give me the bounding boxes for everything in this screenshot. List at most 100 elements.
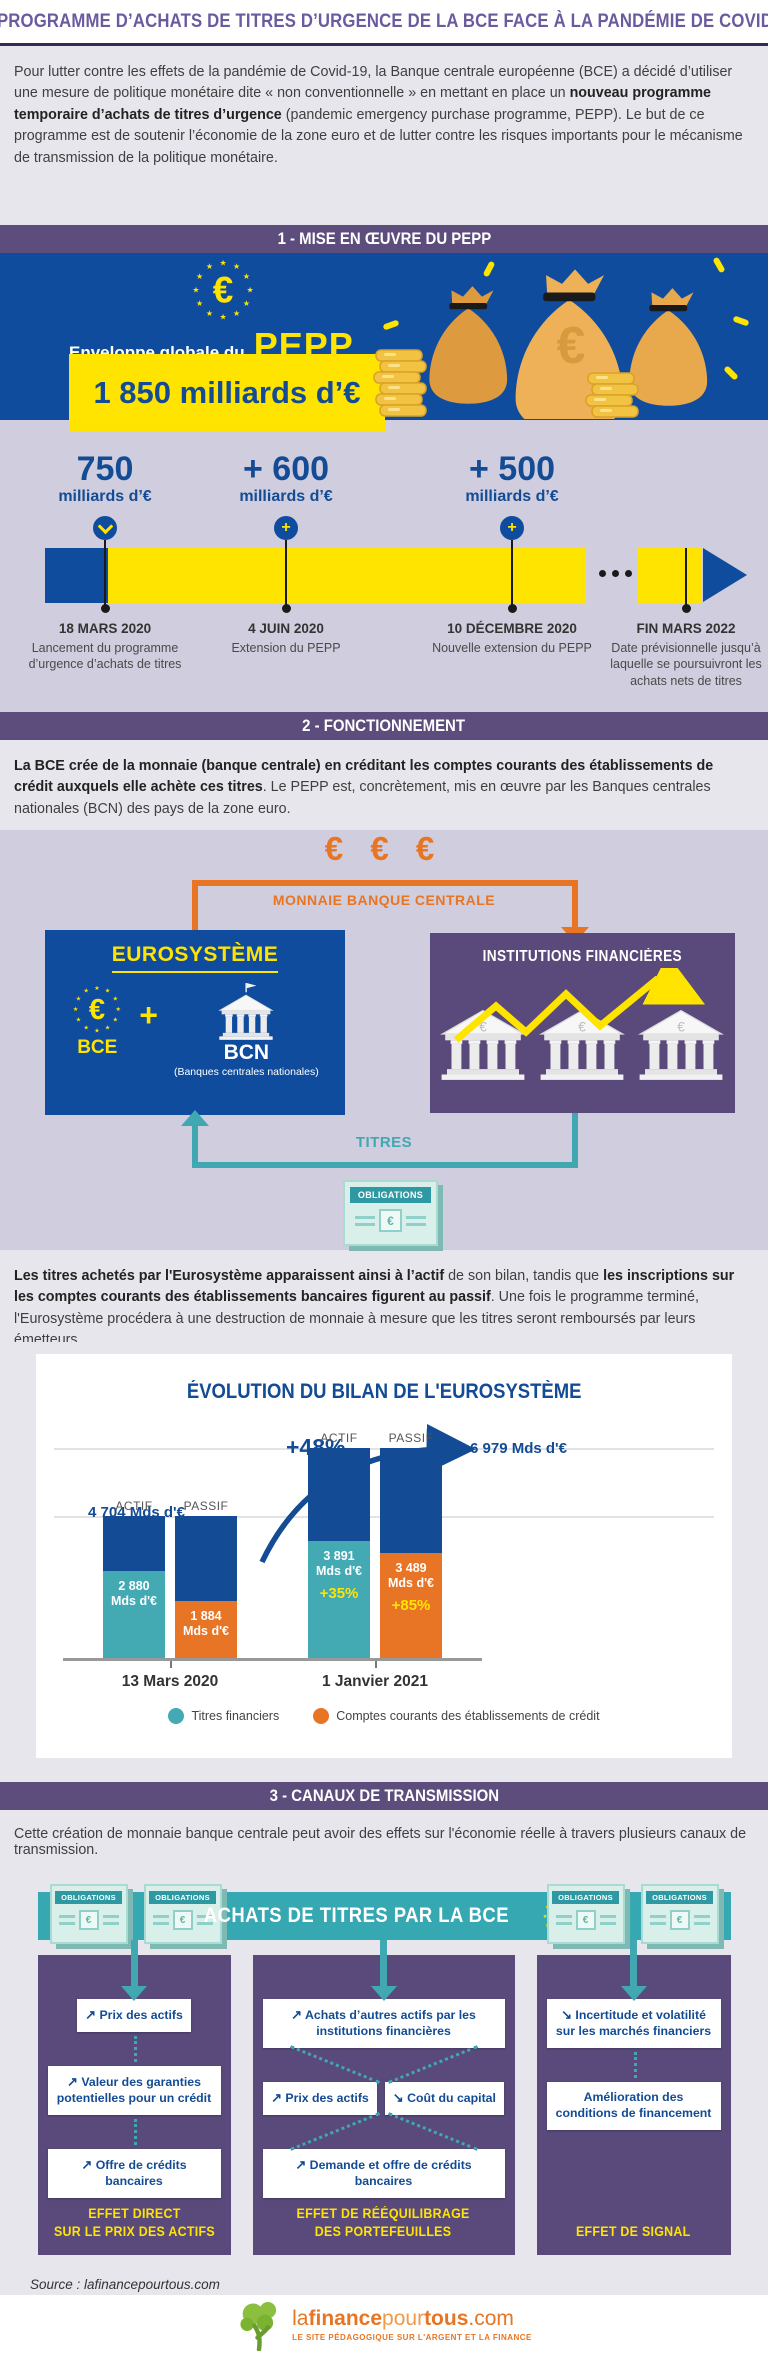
x-axis — [63, 1658, 277, 1661]
section-band-3: 3 - CANAUX DE TRANSMISSION — [0, 1782, 768, 1810]
euro-icon: € — [379, 1209, 402, 1232]
chart-group-2021: ACTIF PASSIF 3 891 Mds d'€ +35% 3 489 Mds d'… — [265, 1412, 485, 1690]
euro-stars-icon: ★★★★★★★★★★★★€ — [190, 257, 256, 323]
teal-arrow-down-icon — [370, 1940, 397, 2002]
effect-footer-label: EFFET DIRECT SUR LE PRIX DES ACTIFS — [53, 2205, 215, 2239]
flow-up-label: TITRES — [355, 1134, 413, 1151]
legend-dot-teal — [168, 1708, 185, 1724]
page-title: LE PROGRAMME D’ACHATS DE TITRES D’URGENC… — [0, 10, 768, 32]
euro-icon: € — [172, 1910, 193, 1930]
purchases-banner: OBLIGATIONS € OBLIGATIONS € ACHATS DE TI… — [37, 1884, 731, 1949]
milestone-description: Lancement du programme d’urgence d’achat… — [28, 641, 182, 672]
dotted-connector — [48, 2032, 221, 2066]
bce-label: BCE — [77, 1037, 118, 1058]
obligations-label: OBLIGATIONS — [149, 1891, 216, 1904]
bar-segment-other — [103, 1516, 165, 1571]
svg-text:€: € — [89, 994, 105, 1026]
obligations-certificate: OBLIGATIONS € — [343, 1180, 443, 1251]
timeline-bar-start — [45, 548, 108, 603]
milestone-dot — [507, 604, 517, 613]
section-band-1: 1 - MISE EN ŒUVRE DU PEPP — [0, 225, 768, 253]
obligations-certificate: OBLIGATIONS € — [49, 1884, 133, 1949]
source-note: Source : lafinancepourtous.com — [30, 2277, 220, 2292]
bcn-label: BCN — [223, 1041, 270, 1064]
eurosystem-box: EUROSYSTÈME ★ ★ ★ ★ ★ ★ ★ ★ ★ ★ ★ ★ € BCE + BCN (Ban… — [45, 930, 345, 1115]
bilan-paragraph: Les titres achetés par l'Eurosystème app… — [0, 1250, 768, 1348]
pepp-hero: ★ ★ ★ ★ ★ ★ ★ ★ ★ ★ ★ ★ € Enveloppe globale du PEPP … — [0, 253, 768, 431]
bank-icon: € — [636, 1000, 726, 1086]
bcn-subtitle: (Banques centrales nationales) — [173, 1066, 319, 1078]
chart-section: ÉVOLUTION DU BILAN DE L'EUROSYSTÈME 4 70… — [0, 1342, 768, 1782]
ellipsis-dot — [612, 570, 619, 577]
milestone-amount: + 500 milliards d’€ — [465, 450, 559, 505]
delta-label: +85% — [391, 1597, 431, 1614]
channel-box: ↗ Valeur des garanties potentielles pour… — [47, 2065, 221, 2115]
group-date-label: 13 Mars 2020 — [121, 1673, 219, 1690]
svg-text:€: € — [479, 1019, 487, 1034]
euro-icon: € — [575, 1910, 596, 1930]
svg-text:€: € — [677, 1019, 685, 1034]
svg-text:★: ★ — [206, 262, 213, 271]
channel-box: ↘ Coût du capital — [384, 2081, 504, 2115]
bank-icon: € — [537, 1000, 627, 1086]
obligations-label: OBLIGATIONS — [349, 1187, 432, 1203]
milestone-stem — [285, 540, 287, 606]
svg-text:★: ★ — [219, 259, 226, 268]
arrow-up-right-icon: ↗ — [295, 2156, 307, 2172]
channel-box: ↘ Incertitude et volatilité sur les marc… — [546, 1999, 721, 2048]
milestone-description: Extension du PEPP — [231, 641, 341, 655]
bar-segment-other — [308, 1448, 370, 1541]
obligations-label: OBLIGATIONS — [552, 1891, 619, 1904]
teal-flow-line — [192, 1162, 578, 1168]
group-date-label: 1 Janvier 2021 — [321, 1673, 429, 1690]
financial-institutions-box: INSTITUTIONS FINANCIÈRES € € € — [430, 933, 735, 1113]
fonctionnement-paragraph: La BCE crée de la monnaie (banque centra… — [0, 740, 768, 830]
logo-tagline: LE SITE PÉDAGOGIQUE SUR L'ARGENT ET LA F… — [292, 2332, 532, 2342]
svg-text:★: ★ — [116, 1006, 122, 1013]
obligations-certificate: OBLIGATIONS € — [143, 1884, 227, 1949]
bar-name-label: PASSIF — [388, 1431, 434, 1445]
euro-icon: € — [669, 1910, 690, 1930]
svg-text:★: ★ — [94, 1027, 100, 1034]
ellipsis-dot — [625, 570, 632, 577]
milestone-description: Nouvelle extension du PEPP — [432, 641, 592, 655]
x-axis — [268, 1658, 482, 1661]
header: LE PROGRAMME D’ACHATS DE TITRES D’URGENC… — [0, 0, 768, 46]
obligations-certificate: OBLIGATIONS € — [640, 1884, 724, 1949]
dotted-connector — [547, 2048, 721, 2082]
euros-symbols: € € € — [324, 830, 444, 867]
axis-tick — [170, 1661, 172, 1668]
channel-column: ↗ Prix des actifs ↗ Valeur des garanties … — [37, 1940, 231, 2255]
obligations-certificate: OBLIGATIONS € — [143, 1884, 227, 1949]
flow-down-label: MONNAIE BANQUE CENTRALE — [272, 892, 496, 908]
channel-column: ↗ Achats d’autres actifs par les institu… — [252, 1940, 515, 2255]
obligations-certificate: OBLIGATIONS € — [640, 1884, 724, 1949]
teal-arrow-down-icon — [620, 1940, 647, 2002]
svg-text:★: ★ — [247, 286, 254, 295]
plus-marker-icon: + — [274, 516, 298, 540]
intro-paragraph: Pour lutter contre les effets de la pand… — [0, 46, 768, 225]
svg-text:★: ★ — [206, 309, 213, 318]
milestone-date: FIN MARS 2022 — [636, 621, 736, 636]
svg-text:€: € — [213, 270, 234, 311]
svg-text:★: ★ — [113, 1017, 119, 1024]
axis-tick — [375, 1661, 377, 1668]
chart-group-2020: ACTIF PASSIF 2 880 Mds d'€ 1 884 Mds d'€ 13… — [60, 1412, 280, 1690]
svg-text:★: ★ — [196, 272, 203, 281]
bar-name-label: ACTIF — [115, 1499, 153, 1513]
milestone-date: 18 MARS 2020 — [58, 621, 152, 636]
milestone-stem — [511, 540, 513, 606]
obligations-certificate: OBLIGATIONS € — [546, 1884, 630, 1949]
euro-stars-icon: ★★★★★★★★★★★★€ — [71, 983, 123, 1035]
chart-legend: Titres financiers Comptes courants des é… — [60, 1708, 708, 1724]
bank-icon: € — [438, 1000, 528, 1086]
milestone-description: Date prévisionnelle jusqu’à laquelle se … — [610, 641, 762, 688]
eurosystem-title: EUROSYSTÈME — [111, 943, 279, 973]
svg-text:★: ★ — [84, 988, 90, 995]
arrow-up-right-icon: ↗ — [67, 2073, 78, 2089]
tree-logo-icon — [240, 2301, 277, 2351]
timeline-arrow-head — [703, 548, 747, 602]
channel-box: ↗ Offre de crédits bancaires — [47, 2148, 221, 2198]
money-bags-illustration: € — [373, 257, 749, 419]
